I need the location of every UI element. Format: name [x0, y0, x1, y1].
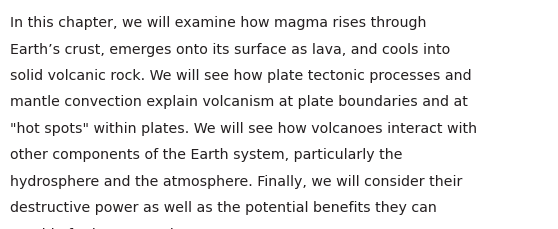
Text: other components of the Earth system, particularly the: other components of the Earth system, pa… — [10, 148, 402, 162]
Text: hydrosphere and the atmosphere. Finally, we will consider their: hydrosphere and the atmosphere. Finally,… — [10, 174, 463, 188]
Text: Earth’s crust, emerges onto its surface as lava, and cools into: Earth’s crust, emerges onto its surface … — [10, 42, 450, 56]
Text: "hot spots" within plates. We will see how volcanoes interact with: "hot spots" within plates. We will see h… — [10, 121, 477, 135]
Text: mantle convection explain volcanism at plate boundaries and at: mantle convection explain volcanism at p… — [10, 95, 468, 109]
Text: solid volcanic rock. We will see how plate tectonic processes and: solid volcanic rock. We will see how pla… — [10, 69, 472, 83]
Text: destructive power as well as the potential benefits they can: destructive power as well as the potenti… — [10, 200, 437, 214]
Text: In this chapter, we will examine how magma rises through: In this chapter, we will examine how mag… — [10, 16, 426, 30]
Text: provide for human society.: provide for human society. — [10, 227, 199, 229]
